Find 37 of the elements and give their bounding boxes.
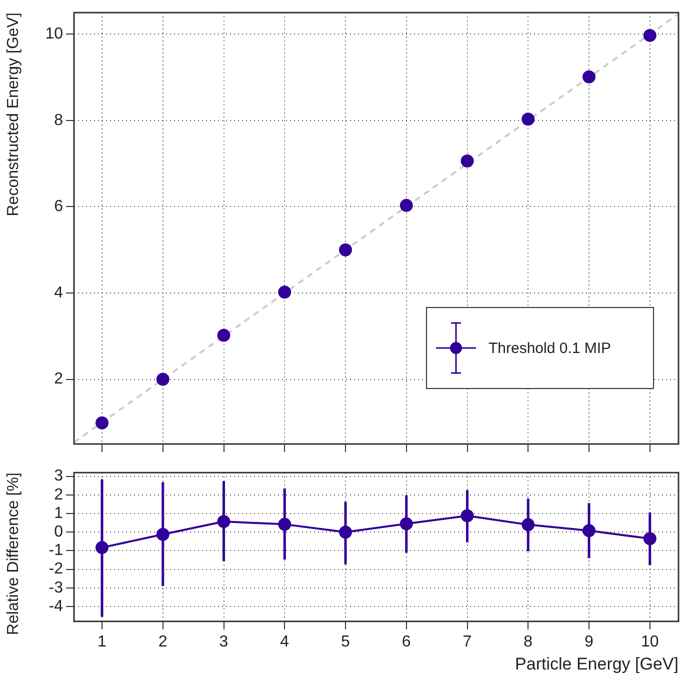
point — [582, 70, 596, 84]
y-tick-label: 6 — [54, 198, 64, 216]
x-tick-label: 10 — [640, 633, 659, 650]
y-tick-label: -3 — [48, 579, 64, 596]
y-tick-label: 3 — [54, 468, 64, 485]
y-tick-label: -1 — [48, 542, 64, 560]
y-tick-label: 8 — [54, 112, 64, 129]
point — [400, 198, 413, 212]
y-tick-label: -4 — [48, 598, 64, 615]
x-tick-label: 2 — [158, 633, 168, 650]
point — [339, 243, 352, 256]
x-tick-label: 7 — [462, 633, 472, 650]
y-tick-label: 1 — [54, 504, 64, 522]
point — [96, 416, 109, 430]
point — [460, 154, 474, 168]
y-tick-label: 10 — [45, 26, 64, 43]
y-tick-label: 2 — [54, 486, 64, 504]
x-tick-label: 5 — [341, 633, 350, 650]
x-tick-label: 6 — [402, 633, 411, 650]
point — [278, 286, 292, 299]
y-tick-label: 0 — [54, 524, 64, 541]
point — [643, 28, 656, 42]
y-axis-title: Reconstructed Energy [GeV] — [5, 12, 22, 216]
y-axis-title: Relative Difference [%] — [5, 472, 22, 636]
y-tick-label: 2 — [54, 370, 64, 388]
y-tick-label: 4 — [54, 284, 64, 302]
x-tick-label: 3 — [219, 633, 228, 650]
x-axis-title: Particle Energy [GeV] — [515, 654, 678, 674]
x-tick-label: 4 — [280, 633, 290, 650]
x-tick-label: 8 — [524, 633, 533, 650]
y-tick-label: -2 — [48, 560, 64, 578]
point — [522, 112, 535, 126]
x-tick-label: 9 — [584, 633, 594, 650]
point — [156, 372, 170, 386]
point — [217, 328, 230, 342]
x-tick-label: 1 — [98, 633, 107, 650]
legend-label: Threshold 0.1 MIP — [488, 340, 612, 356]
